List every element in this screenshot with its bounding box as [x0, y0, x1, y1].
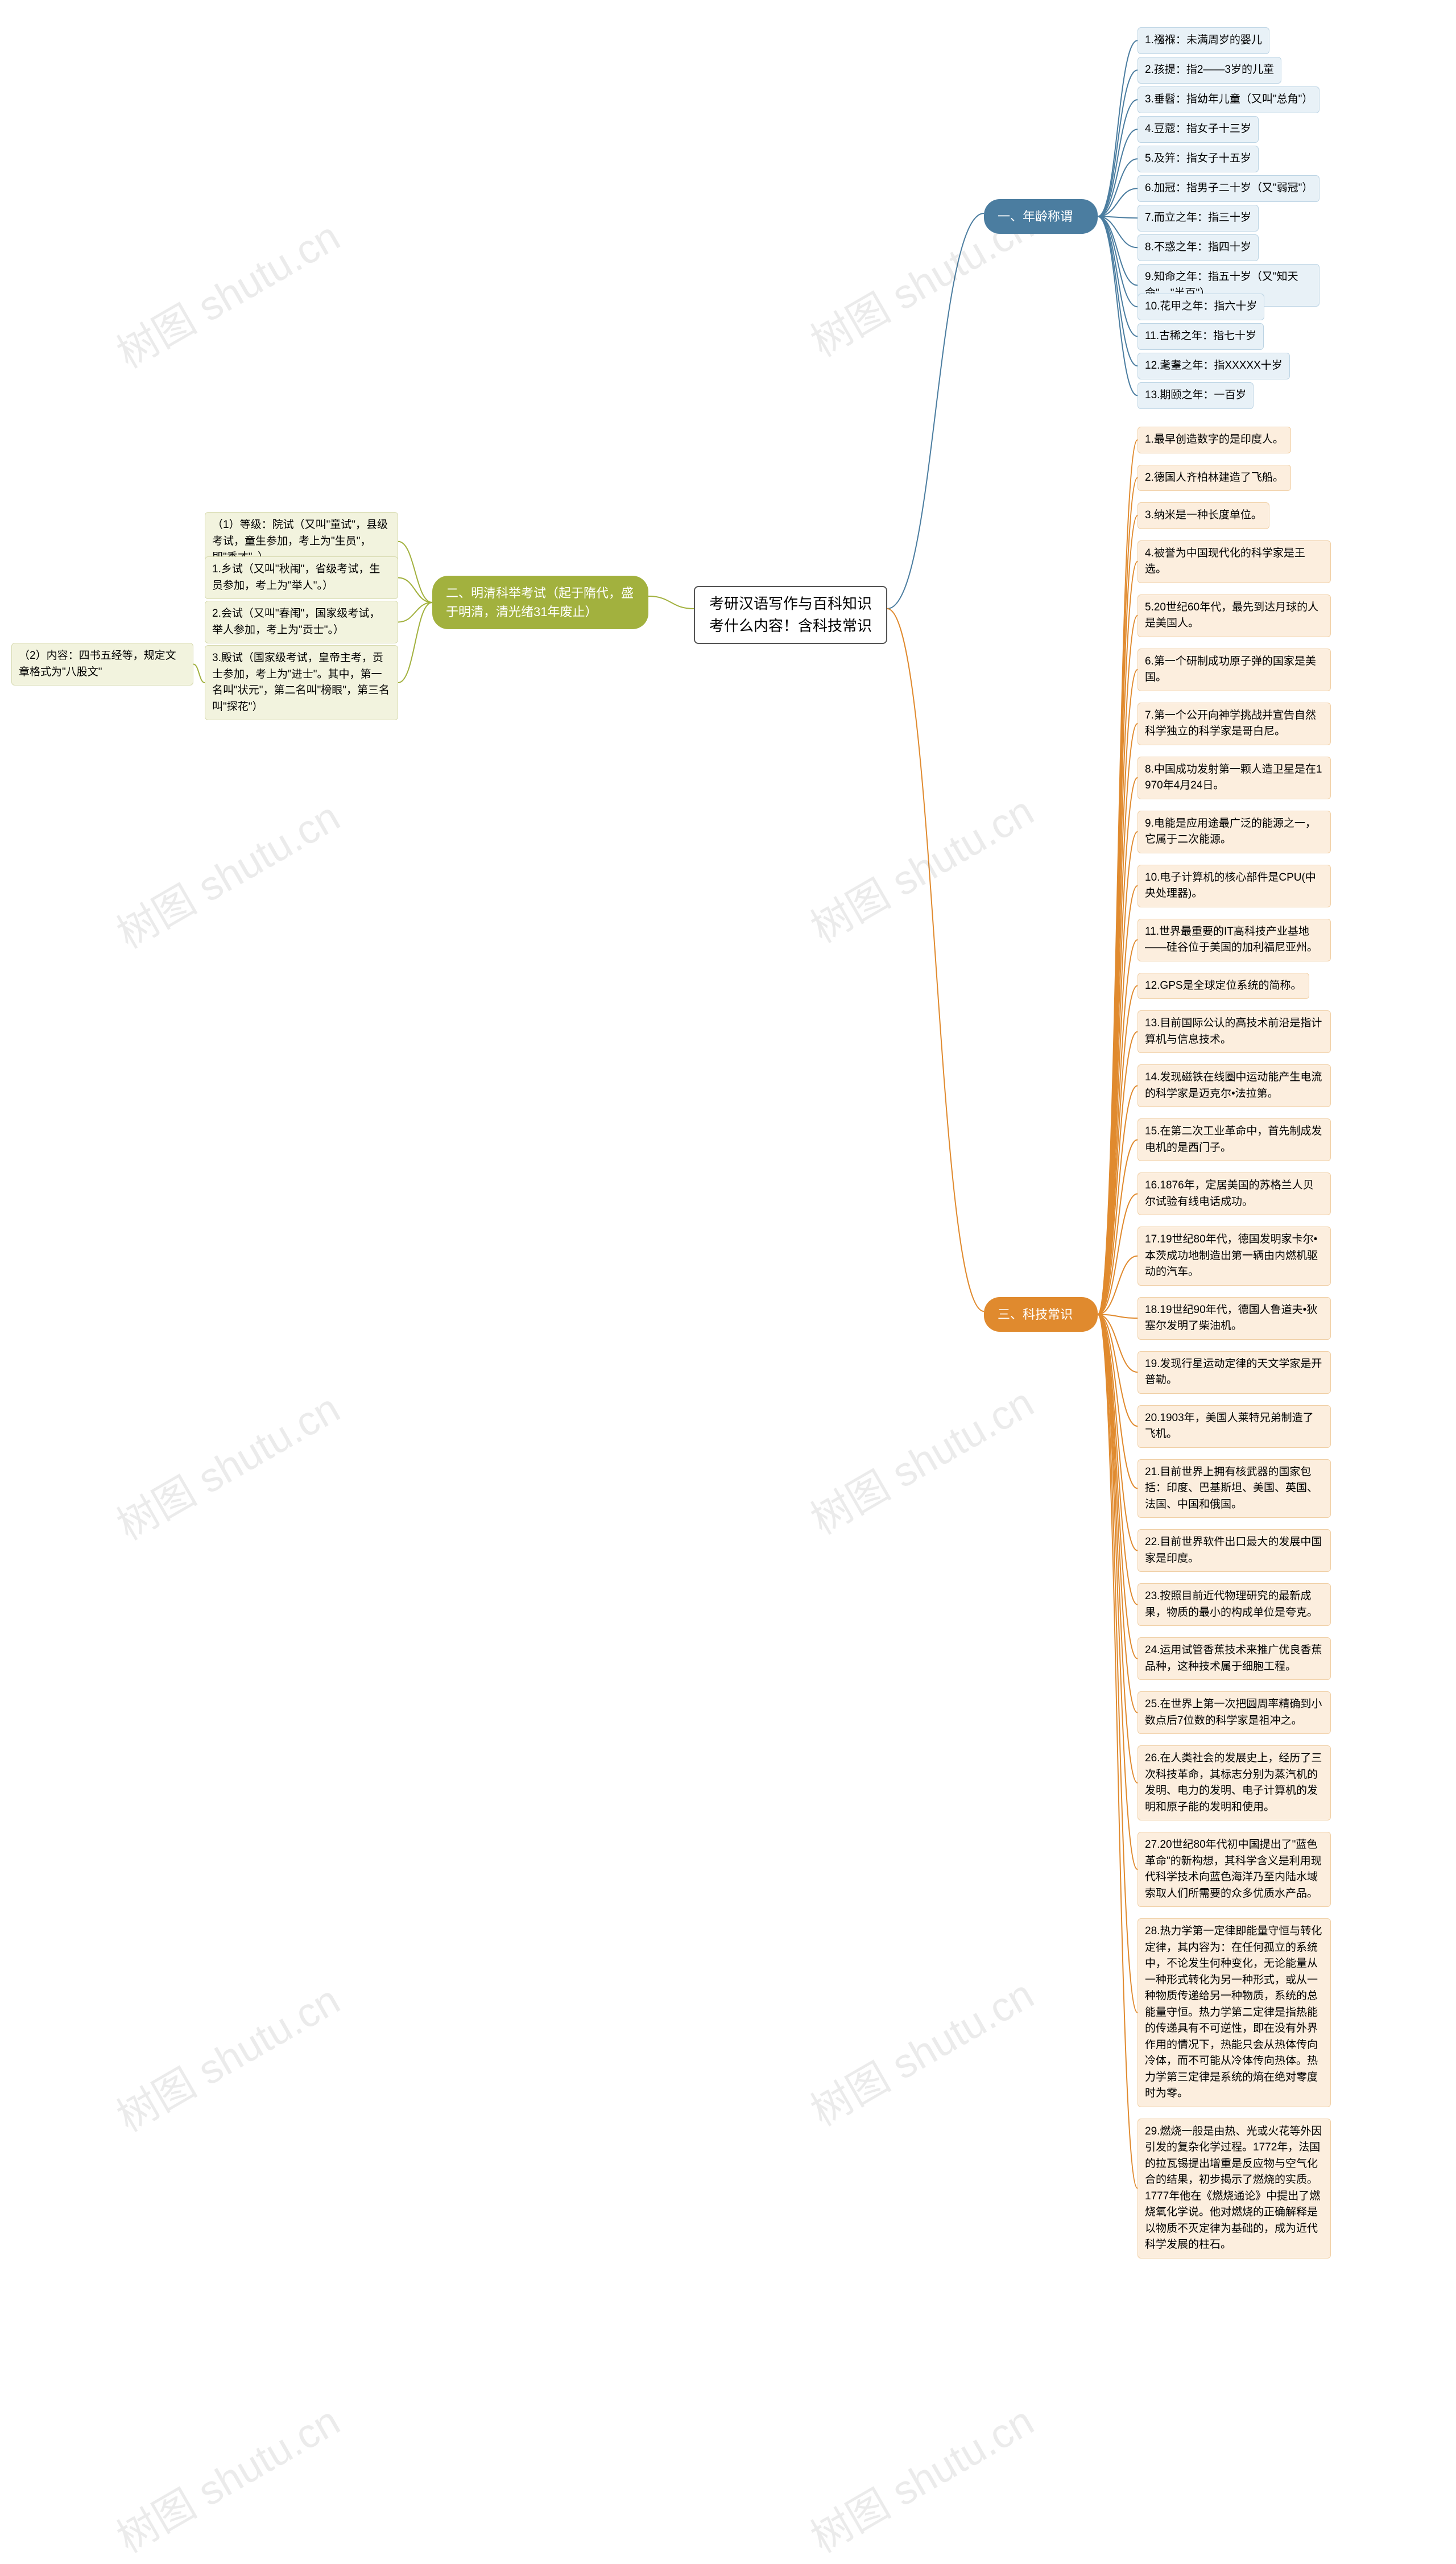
leaf-tech-14: 15.在第二次工业革命中，首先制成发电机的是西门子。 [1138, 1118, 1331, 1161]
leaf-age-0: 1.襁褓：未满周岁的婴儿 [1138, 27, 1269, 54]
leaf-tech-18: 19.发现行星运动定律的天文学家是开普勒。 [1138, 1351, 1331, 1394]
watermark: 树图 shutu.cn [798, 1962, 1043, 2137]
leaf-exam-1: 1.乡试（又叫"秋闱"，省级考试，生员参加，考上为"举人"。） [205, 556, 398, 599]
leaf-tech-7: 8.中国成功发射第一颗人造卫星是在1970年4月24日。 [1138, 757, 1331, 799]
leaf-tech-16: 17.19世纪80年代，德国发明家卡尔•本茨成功地制造出第一辆由内燃机驱动的汽车… [1138, 1227, 1331, 1286]
branch-exam: 二、明清科举考试（起于隋代，盛 于明清，清光绪31年废止） [432, 576, 648, 629]
leaf-tech-17: 18.19世纪90年代，德国人鲁道夫•狄塞尔发明了柴油机。 [1138, 1297, 1331, 1340]
watermark: 树图 shutu.cn [104, 784, 349, 960]
leaf-tech-13: 14.发现磁铁在线圈中运动能产生电流的科学家是迈克尔•法拉第。 [1138, 1064, 1331, 1107]
leaf-tech-8: 9.电能是应用途最广泛的能源之一，它属于二次能源。 [1138, 811, 1331, 853]
mindmap-canvas: 树图 shutu.cn 树图 shutu.cn 树图 shutu.cn 树图 shut… [0, 0, 1456, 2478]
leaf-age-5: 6.加冠：指男子二十岁（又"弱冠"） [1138, 175, 1320, 202]
leaf-tech-26: 27.20世纪80年代初中国提出了"蓝色革命"的新构想，其科学含义是利用现代科学… [1138, 1832, 1331, 1907]
leaf-tech-28: 29.燃烧一般是由热、光或火花等外因引发的复杂化学过程。1772年，法国的拉瓦锡… [1138, 2119, 1331, 2259]
leaf-tech-2: 3.纳米是一种长度单位。 [1138, 502, 1269, 529]
branch-age: 一、年龄称谓 [984, 199, 1098, 234]
watermark: 树图 shutu.cn [104, 2388, 349, 2564]
leaf-tech-24: 25.在世界上第一次把圆周率精确到小数点后7位数的科学家是祖冲之。 [1138, 1691, 1331, 1734]
leaf-tech-4: 5.20世纪60年代，最先到达月球的人是美国人。 [1138, 594, 1331, 637]
watermark: 树图 shutu.cn [798, 2388, 1043, 2564]
leaf-exam-3: 3.殿试（国家级考试，皇帝主考，贡士参加，考上为"进士"。其中，第一名叫"状元"… [205, 645, 398, 720]
leaf-age-11: 12.耄耋之年：指XXXXX十岁 [1138, 353, 1290, 379]
leaf-tech-23: 24.运用试管香蕉技术来推广优良香蕉品种，这种技术属于细胞工程。 [1138, 1637, 1331, 1680]
branch-tech: 三、科技常识 [984, 1297, 1098, 1332]
leaf-age-7: 8.不惑之年：指四十岁 [1138, 234, 1259, 261]
leaf-tech-22: 23.按照目前近代物理研究的最新成果，物质的最小的构成单位是夸克。 [1138, 1583, 1331, 1626]
leaf-tech-5: 6.第一个研制成功原子弹的国家是美国。 [1138, 649, 1331, 691]
leaf-age-6: 7.而立之年：指三十岁 [1138, 205, 1259, 232]
leaf-tech-10: 11.世界最重要的IT高科技产业基地——硅谷位于美国的加利福尼亚州。 [1138, 919, 1331, 961]
leaf-tech-19: 20.1903年，美国人莱特兄弟制造了飞机。 [1138, 1405, 1331, 1448]
watermark: 树图 shutu.cn [104, 1376, 349, 1551]
leaf-tech-12: 13.目前国际公认的高技术前沿是指计算机与信息技术。 [1138, 1010, 1331, 1053]
leaf-age-9: 10.花甲之年：指六十岁 [1138, 294, 1264, 320]
leaf-tech-11: 12.GPS是全球定位系统的简称。 [1138, 973, 1309, 1000]
leaf-tech-0: 1.最早创造数字的是印度人。 [1138, 427, 1291, 453]
root-node: 考研汉语写作与百科知识 考什么内容！含科技常识 [694, 586, 887, 644]
leaf-exam-sub: （2）内容：四书五经等，规定文章格式为"八股文" [11, 643, 193, 686]
leaf-age-1: 2.孩提：指2——3岁的儿童 [1138, 57, 1281, 84]
leaf-exam-2: 2.会试（又叫"春闱"，国家级考试，举人参加，考上为"贡士"。） [205, 601, 398, 643]
watermark: 树图 shutu.cn [798, 1370, 1043, 1546]
watermark: 树图 shutu.cn [104, 204, 349, 379]
leaf-tech-15: 16.1876年，定居美国的苏格兰人贝尔试验有线电话成功。 [1138, 1172, 1331, 1215]
leaf-age-10: 11.古稀之年：指七十岁 [1138, 323, 1264, 350]
leaf-tech-27: 28.热力学第一定律即能量守恒与转化定律，其内容为：在任何孤立的系统中，不论发生… [1138, 1918, 1331, 2107]
leaf-age-12: 13.期颐之年：一百岁 [1138, 382, 1254, 409]
leaf-tech-1: 2.德国人齐柏林建造了飞船。 [1138, 465, 1291, 492]
leaf-tech-21: 22.目前世界软件出口最大的发展中国家是印度。 [1138, 1529, 1331, 1572]
leaf-age-4: 5.及笄：指女子十五岁 [1138, 146, 1259, 172]
watermark: 树图 shutu.cn [104, 1967, 349, 2143]
leaf-age-3: 4.豆蔻：指女子十三岁 [1138, 116, 1259, 143]
leaf-tech-9: 10.电子计算机的核心部件是CPU(中央处理器)。 [1138, 865, 1331, 907]
leaf-tech-25: 26.在人类社会的发展史上，经历了三次科技革命，其标志分别为蒸汽机的发明、电力的… [1138, 1745, 1331, 1820]
watermark: 树图 shutu.cn [798, 778, 1043, 954]
leaf-tech-6: 7.第一个公开向神学挑战并宣告自然科学独立的科学家是哥白尼。 [1138, 703, 1331, 745]
leaf-age-2: 3.垂髫：指幼年儿童（又叫"总角"） [1138, 86, 1320, 113]
leaf-tech-3: 4.被誉为中国现代化的科学家是王选。 [1138, 540, 1331, 583]
leaf-tech-20: 21.目前世界上拥有核武器的国家包括：印度、巴基斯坦、美国、英国、法国、中国和俄… [1138, 1459, 1331, 1518]
